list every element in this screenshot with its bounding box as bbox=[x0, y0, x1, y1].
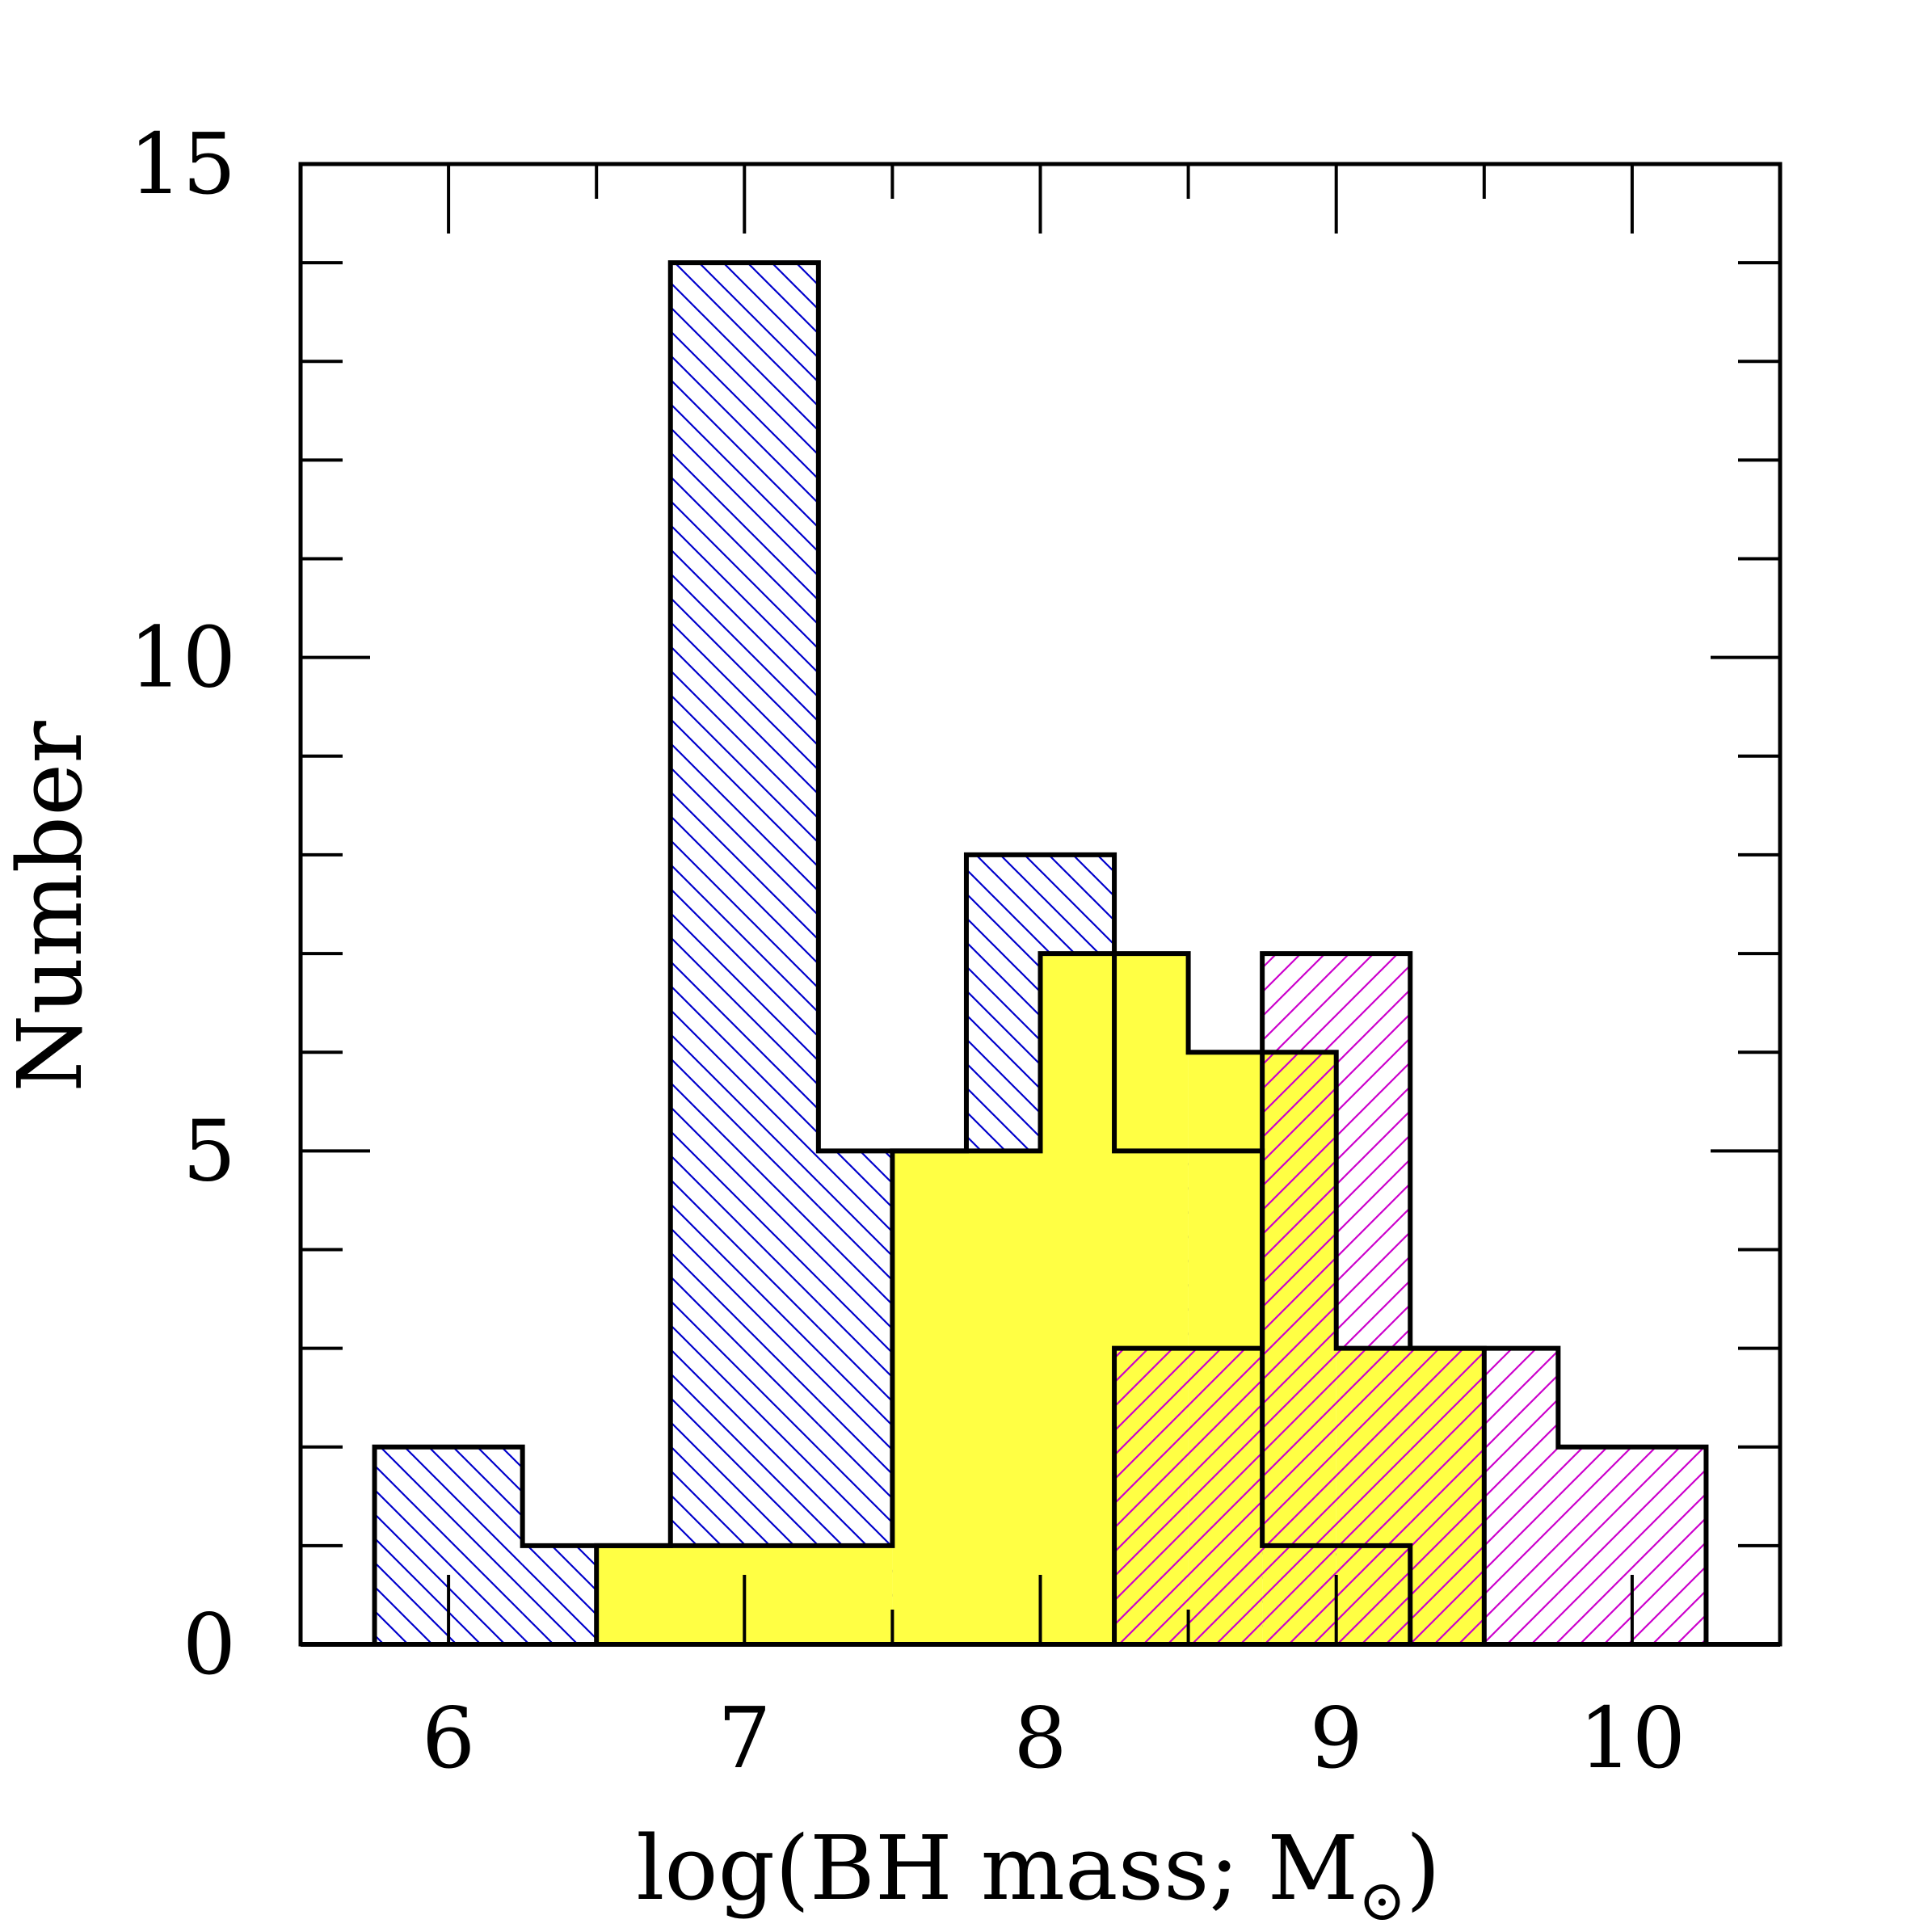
plot-frame bbox=[298, 162, 1783, 1647]
x-tick-label-8: 8 bbox=[1013, 1689, 1067, 1787]
magenta-hatched-bar-0 bbox=[1114, 1348, 1263, 1644]
y-tick-label-15: 15 bbox=[129, 115, 236, 213]
x-tick-label-9: 9 bbox=[1310, 1689, 1363, 1787]
y-axis-title: Number bbox=[0, 721, 102, 1092]
x-tick-label-7: 7 bbox=[718, 1689, 771, 1787]
ticks-layer bbox=[301, 162, 1780, 1646]
x-axis-title-text: log(BH mass; M bbox=[636, 1816, 1358, 1920]
y-tick-label-0: 0 bbox=[183, 1595, 236, 1694]
tick-labels-layer: 0 5 10 15 6 7 8 9 10 bbox=[129, 115, 1686, 1787]
x-axis-title: log(BH mass; M⊙) bbox=[636, 1816, 1441, 1932]
blue-hatched-bar-2 bbox=[670, 263, 819, 1645]
x-axis-title-close: ) bbox=[1406, 1816, 1441, 1920]
x-tick-label-6: 6 bbox=[422, 1689, 475, 1787]
x-axis-title-subscript: ⊙ bbox=[1358, 1867, 1406, 1932]
yellow-filled-bar-1 bbox=[892, 1151, 1041, 1644]
yellow-filled-outline bbox=[594, 951, 1487, 1644]
y-tick-label-10: 10 bbox=[129, 608, 236, 707]
y-tick-label-5: 5 bbox=[183, 1101, 236, 1200]
magenta-hatched-outline bbox=[1112, 951, 1709, 1644]
x-tick-label-10: 10 bbox=[1579, 1689, 1686, 1787]
